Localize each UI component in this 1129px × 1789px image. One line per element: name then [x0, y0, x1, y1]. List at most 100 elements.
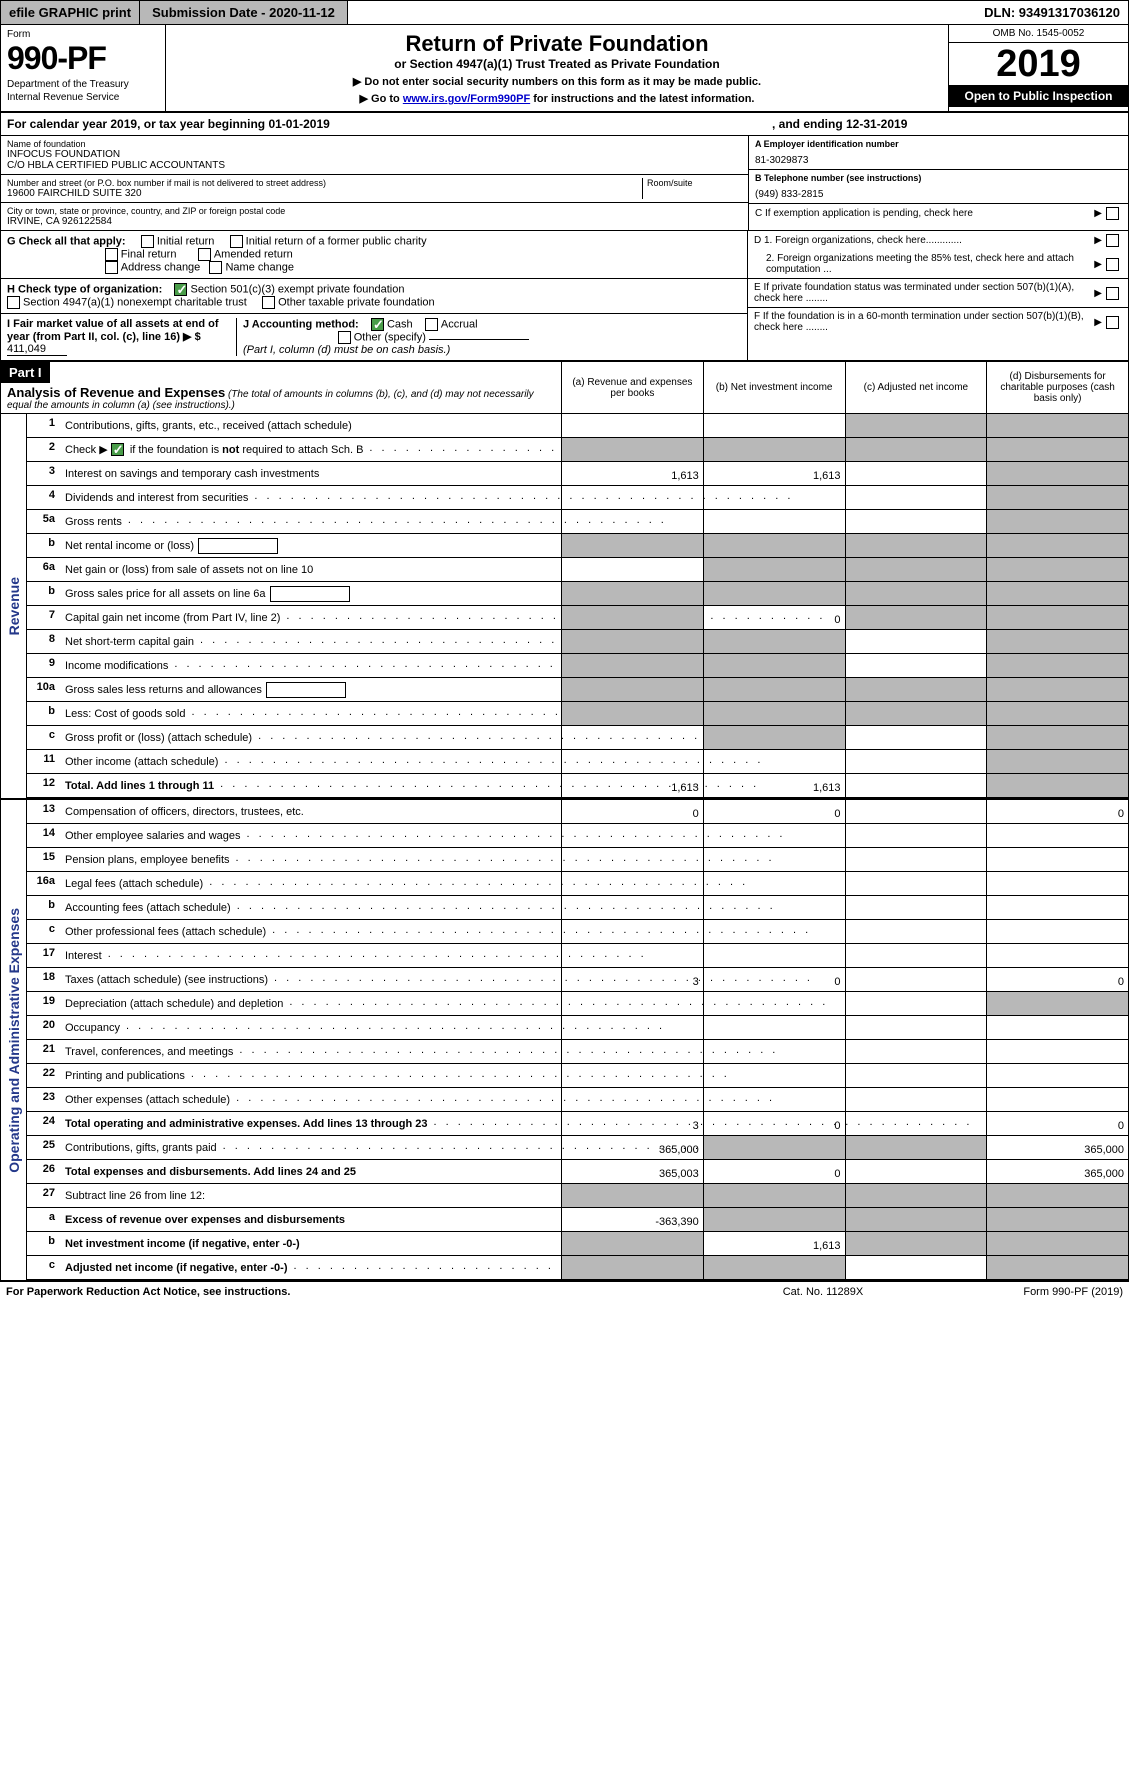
table-row: bGross sales price for all assets on lin… — [27, 582, 1128, 606]
row-number: c — [27, 920, 61, 943]
data-cell — [561, 558, 703, 581]
row-number: b — [27, 582, 61, 605]
data-cell — [703, 438, 845, 461]
j-other-line — [429, 339, 529, 340]
data-cell — [561, 824, 703, 847]
city-label: City or town, state or province, country… — [7, 206, 742, 216]
data-cell — [986, 992, 1128, 1015]
row-desc: Dividends and interest from securities — [61, 486, 561, 509]
row-number: b — [27, 896, 61, 919]
data-cell — [845, 872, 987, 895]
efile-label[interactable]: efile GRAPHIC print — [1, 1, 140, 24]
cat-no: Cat. No. 11289X — [723, 1286, 923, 1298]
row-number: 1 — [27, 414, 61, 437]
data-cell — [561, 1232, 703, 1255]
row-desc: Gross sales price for all assets on line… — [61, 582, 561, 605]
d1-cb[interactable] — [1106, 234, 1119, 247]
g-initial: Initial return — [157, 235, 214, 247]
instructions-link[interactable]: www.irs.gov/Form990PF — [403, 93, 530, 105]
row-number: 11 — [27, 750, 61, 773]
g-address-cb[interactable] — [105, 261, 118, 274]
row-number: 5a — [27, 510, 61, 533]
row-desc: Printing and publications — [61, 1064, 561, 1087]
j-other-cb[interactable] — [338, 331, 351, 344]
row-number: 4 — [27, 486, 61, 509]
inline-input-box[interactable] — [270, 586, 350, 602]
table-row: 20Occupancy — [27, 1016, 1128, 1040]
row-number: 9 — [27, 654, 61, 677]
data-cell — [845, 702, 987, 725]
h-4947-cb[interactable] — [7, 296, 20, 309]
data-cell — [986, 896, 1128, 919]
g-initial-former-cb[interactable] — [230, 235, 243, 248]
data-cell — [703, 534, 845, 557]
goto-post: for instructions and the latest informat… — [530, 93, 754, 105]
table-row: 9Income modifications — [27, 654, 1128, 678]
table-row: 26Total expenses and disbursements. Add … — [27, 1160, 1128, 1184]
g-initial-cb[interactable] — [141, 235, 154, 248]
table-row: 16aLegal fees (attach schedule) — [27, 872, 1128, 896]
data-cell — [561, 510, 703, 533]
inline-input-box[interactable] — [198, 538, 278, 554]
g-name-cb[interactable] — [209, 261, 222, 274]
room-label: Room/suite — [647, 178, 742, 188]
row-number: 14 — [27, 824, 61, 847]
data-cell: 1,613 — [703, 774, 845, 797]
c-checkbox[interactable] — [1106, 207, 1119, 220]
table-row: 25Contributions, gifts, grants paid365,0… — [27, 1136, 1128, 1160]
table-row: 22Printing and publications — [27, 1064, 1128, 1088]
h-other-cb[interactable] — [262, 296, 275, 309]
data-cell — [986, 848, 1128, 871]
col-c-header: (c) Adjusted net income — [845, 362, 987, 413]
row-number: 20 — [27, 1016, 61, 1039]
h-501c3-cb[interactable] — [174, 283, 187, 296]
data-cell — [703, 1184, 845, 1207]
ein-val: 81-3029873 — [755, 155, 1122, 166]
e-row: E If private foundation status was termi… — [748, 279, 1128, 308]
paperwork-notice: For Paperwork Reduction Act Notice, see … — [6, 1286, 723, 1298]
row-desc: Net gain or (loss) from sale of assets n… — [61, 558, 561, 581]
d2-cb[interactable] — [1106, 258, 1119, 271]
table-row: 19Depreciation (attach schedule) and dep… — [27, 992, 1128, 1016]
part1-title: Analysis of Revenue and Expenses — [7, 385, 225, 400]
data-cell — [703, 896, 845, 919]
table-row: 8Net short-term capital gain — [27, 630, 1128, 654]
row-number: c — [27, 726, 61, 749]
data-cell — [986, 920, 1128, 943]
j-accrual-cb[interactable] — [425, 318, 438, 331]
row-number: 2 — [27, 438, 61, 461]
data-cell — [561, 872, 703, 895]
data-cell — [845, 1160, 987, 1183]
data-cell — [703, 1136, 845, 1159]
data-cell: 3 — [561, 1112, 703, 1135]
sch-b-cb[interactable] — [111, 443, 124, 456]
revenue-section: Revenue 1Contributions, gifts, grants, e… — [1, 414, 1128, 800]
data-cell — [561, 944, 703, 967]
col-a-header: (a) Revenue and expenses per books — [561, 362, 703, 413]
g-amended-cb[interactable] — [198, 248, 211, 261]
row-desc: Occupancy — [61, 1016, 561, 1039]
data-cell — [845, 1184, 987, 1207]
data-cell — [986, 774, 1128, 797]
data-cell — [561, 992, 703, 1015]
data-cell — [845, 438, 987, 461]
data-cell — [845, 534, 987, 557]
g-name: Name change — [225, 261, 294, 273]
data-cell — [561, 414, 703, 437]
table-row: 1Contributions, gifts, grants, etc., rec… — [27, 414, 1128, 438]
g-final-cb[interactable] — [105, 248, 118, 261]
e-cb[interactable] — [1106, 287, 1119, 300]
city-row: City or town, state or province, country… — [1, 203, 748, 230]
inline-input-box[interactable] — [266, 682, 346, 698]
row-number: 27 — [27, 1184, 61, 1207]
f-cb[interactable] — [1106, 316, 1119, 329]
table-row: 21Travel, conferences, and meetings — [27, 1040, 1128, 1064]
data-cell — [703, 1016, 845, 1039]
omb-number: OMB No. 1545-0052 — [949, 25, 1128, 43]
g-section: G Check all that apply: Initial return I… — [1, 231, 747, 279]
row-desc: Net investment income (if negative, ente… — [61, 1232, 561, 1255]
data-cell — [561, 630, 703, 653]
data-cell — [845, 1112, 987, 1135]
j-cash-cb[interactable] — [371, 318, 384, 331]
data-cell — [703, 1088, 845, 1111]
